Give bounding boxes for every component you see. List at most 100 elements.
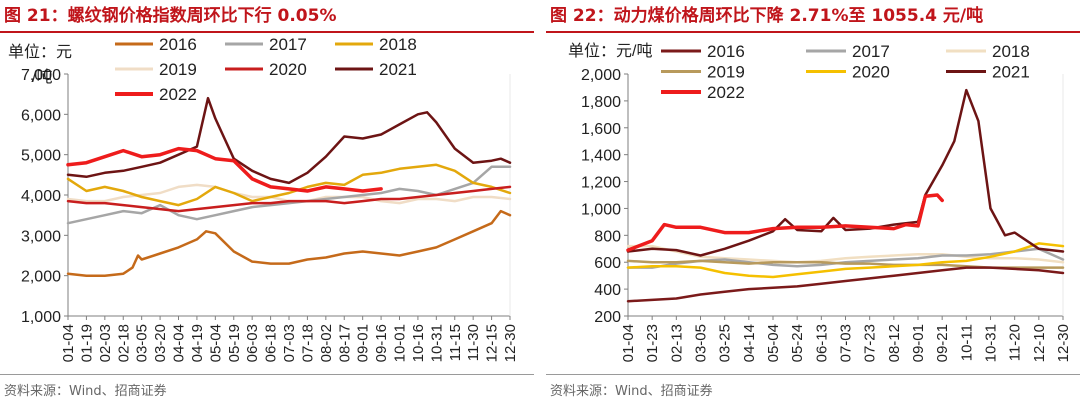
legend-item-2017: 2017 [806,42,890,61]
legend-label: 2016 [159,35,197,54]
x-tick-label: 12-30 [1055,324,1072,362]
x-tick-label: 05-24 [789,324,806,362]
y-tick-label: 2,000 [581,67,621,84]
legend-item-2021: 2021 [946,63,1030,82]
legend-item-2016: 2016 [661,42,745,61]
x-tick-label: 05-04 [207,324,224,362]
legend-label: 2018 [992,42,1030,61]
x-tick-label: 03-05 [134,324,151,362]
unit-label: 单位：元 [8,43,72,61]
y-tick-label: 5,000 [21,148,61,165]
series-line-2016 [66,209,512,277]
x-tick-label: 07-03 [838,324,855,362]
legend-label: 2022 [159,85,197,104]
series-line-2018 [626,244,1065,264]
legend-label: 2020 [269,60,307,79]
y-tick-label: 800 [594,228,621,245]
coal-chart-title: 图 22：动力煤价格周环比下降 2.71%至 1055.4 元/吨 [550,2,983,30]
series-line-2016 [626,266,1065,303]
legend-label: 2022 [707,83,745,102]
x-tick-label: 09-16 [373,324,390,362]
y-tick-label: 1,400 [581,148,621,165]
coal-title-rule [546,31,1080,33]
coal-title-text: 动力煤价格周环比下降 2.71%至 1055.4 元/吨 [613,6,984,26]
legend-label: 2018 [379,35,417,54]
legend-item-2018: 2018 [335,35,417,54]
coal-source-rule [546,374,1080,375]
rebar-title-rule [0,31,534,33]
legend-item-2021: 2021 [335,60,417,79]
y-tick-label: 1,800 [581,94,621,111]
x-tick-label: 11-15 [447,324,464,361]
y-tick-label: 7,000 [21,67,61,84]
y-tick-label: 1,000 [21,309,61,326]
series-line-2018 [66,163,512,207]
series-line-2022 [66,146,383,193]
rebar-title-text: 螺纹钢价格指数周环比下行 0.05% [67,6,337,26]
x-tick-label: 07-23 [862,324,879,362]
rebar-source-note: 资料来源：Wind、招商证券 [4,384,167,399]
legend-label: 2019 [159,60,197,79]
legend-label: 2017 [269,35,307,54]
legend-item-2020: 2020 [806,63,890,82]
legend-item-2019: 2019 [115,60,197,79]
y-tick-label: 1,200 [581,175,621,192]
legend-item-2016: 2016 [115,35,197,54]
x-tick-label: 11-20 [1007,324,1024,361]
x-tick-label: 01-23 [644,324,661,362]
x-tick-label: 08-17 [336,324,353,362]
x-tick-label: 09-01 [910,324,927,362]
series-line-2021 [626,88,1065,257]
legend-label: 2019 [707,63,745,82]
legend-label: 2021 [379,60,417,79]
x-tick-label: 12-15 [484,324,501,362]
coal-title-prefix: 图 22： [550,6,614,26]
x-tick-label: 02-03 [97,324,114,362]
legend-item-2018: 2018 [946,42,1030,61]
coal-chart-panel: 图 22：动力煤价格周环比下降 2.71%至 1055.4 元/吨 200 400… [546,0,1080,406]
x-tick-label: 01-04 [60,324,77,362]
y-tick-label: 3,000 [21,228,61,245]
y-tick-label: 1,000 [581,201,621,218]
x-tick-label: 06-03 [244,324,261,362]
y-tick-label: 6,000 [21,107,61,124]
x-tick-label: 02-18 [115,324,132,362]
y-tick-label: 2,000 [21,269,61,286]
legend-item-2022: 2022 [661,83,745,102]
series-line-2020 [626,242,1065,279]
x-tick-label: 03-05 [693,324,710,362]
legend-label: 2016 [707,42,745,61]
series-line-2022 [626,193,944,252]
x-tick-label: 04-14 [741,324,758,362]
rebar-source-rule [0,374,534,375]
y-tick-label: 4,000 [21,188,61,205]
y-tick-label: 400 [594,282,621,299]
legend-item-2017: 2017 [225,35,307,54]
x-tick-label: 06-18 [263,324,280,362]
x-tick-label: 02-13 [668,324,685,362]
x-tick-label: 05-04 [765,324,782,362]
x-tick-label: 12-30 [502,324,519,362]
y-tick-label: 600 [594,255,621,272]
x-tick-label: 08-12 [886,324,903,362]
x-tick-label: 04-19 [189,324,206,362]
x-tick-label: 06-13 [813,324,830,362]
legend-label: 2020 [852,63,890,82]
legend-item-2020: 2020 [225,60,307,79]
unit-label: 单位：元/吨 [568,42,652,60]
x-tick-label: 07-03 [281,324,298,362]
x-tick-label: 12-10 [1031,324,1048,362]
rebar-title-prefix: 图 21： [4,6,68,26]
y-tick-label: 1,600 [581,121,621,138]
x-tick-label: 10-31 [428,324,445,362]
rebar-price-chart: 1,000 2,000 3,000 4,000 5,000 6,000 7,000 01-04… [8,35,519,362]
legend-item-2019: 2019 [661,63,745,82]
x-tick-label: 08-02 [318,324,335,362]
coal-source-note: 资料来源：Wind、招商证券 [550,384,713,399]
x-tick-label: 10-11 [958,324,975,361]
x-tick-label: 03-20 [152,324,169,362]
legend-label: 2017 [852,42,890,61]
x-tick-label: 04-04 [171,324,188,362]
x-tick-label: 10-01 [392,324,409,362]
x-tick-label: 01-04 [620,324,637,362]
